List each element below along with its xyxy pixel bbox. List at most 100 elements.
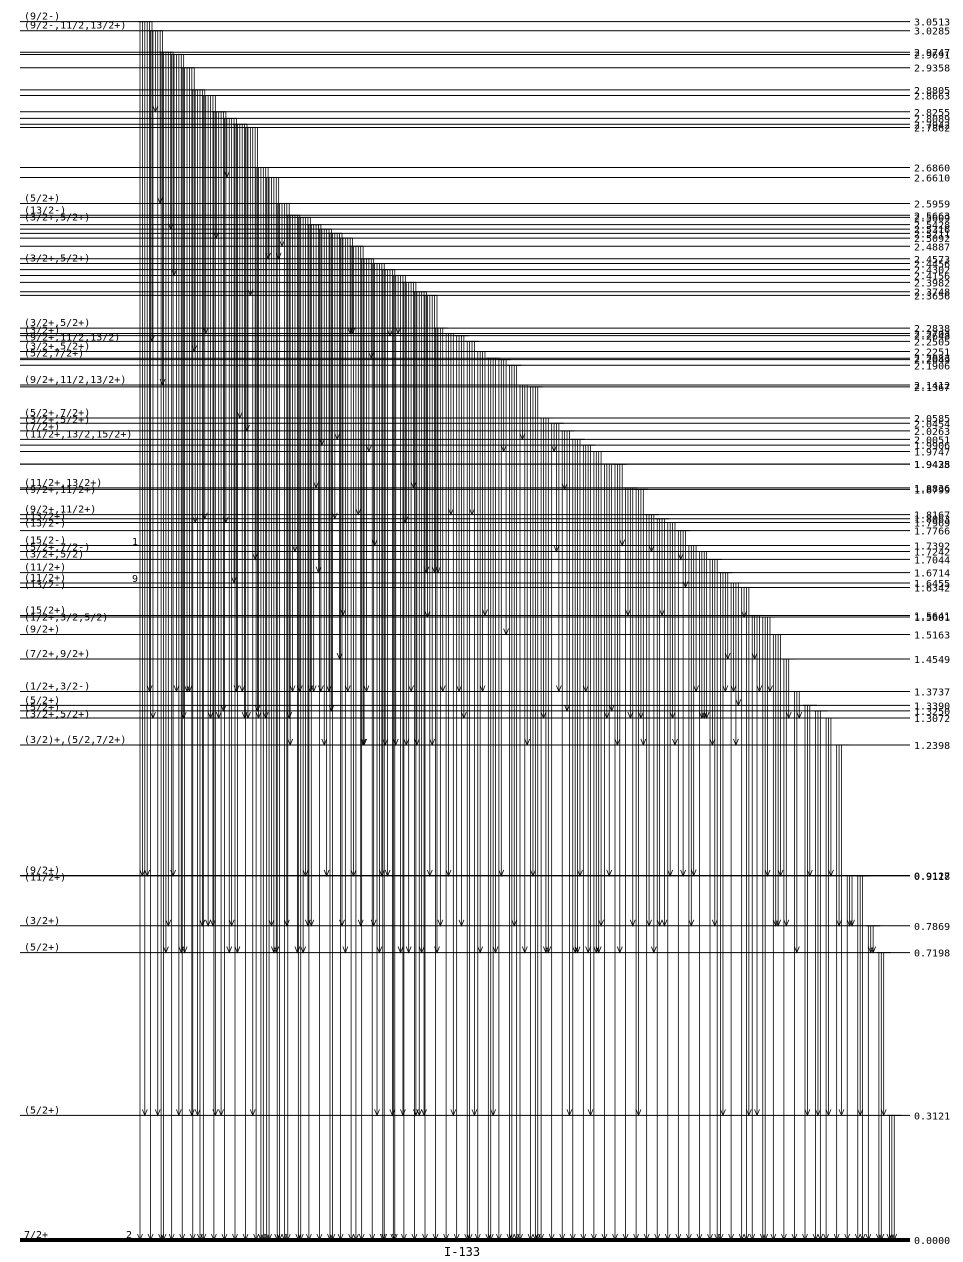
transition-arrowhead xyxy=(401,1233,407,1242)
level-energy-label: 2.3982 xyxy=(914,278,950,289)
transition-arrowhead xyxy=(456,685,462,693)
level-spin-label: (5/2,7/2+) xyxy=(24,349,84,360)
transition-arrowhead xyxy=(783,919,790,927)
transition-arrowhead xyxy=(374,1109,380,1117)
transition-arrowhead xyxy=(656,919,663,927)
transition-arrowhead xyxy=(226,946,233,954)
level-spin-label: (5/2+) xyxy=(24,1105,60,1116)
transition-arrowhead xyxy=(321,738,328,746)
transition-arrowhead xyxy=(410,481,417,489)
transition-arrowhead xyxy=(146,685,153,693)
transition-arrowhead xyxy=(157,197,164,205)
transition-arrowhead xyxy=(378,869,385,877)
transition-arrowhead xyxy=(854,1233,861,1242)
transition-arrowhead xyxy=(453,1233,460,1242)
transition-arrowhead xyxy=(870,946,877,954)
transition-arrowhead xyxy=(857,1109,864,1117)
transition-arrowhead xyxy=(698,711,705,720)
transition-arrowhead xyxy=(437,919,444,927)
energy-levels xyxy=(20,21,910,1242)
transition-arrowhead xyxy=(355,508,362,516)
level-energy-label: 1.5601 xyxy=(914,613,950,624)
transition-arrowhead xyxy=(622,1233,629,1242)
transition-arrowhead xyxy=(686,1233,692,1242)
transition-arrowhead xyxy=(186,685,193,693)
level-spin-label: (15/2-) xyxy=(24,536,66,547)
transition-arrowhead xyxy=(650,946,657,954)
transition-arrowhead xyxy=(524,738,531,746)
level-energy-label: 1.5163 xyxy=(914,631,950,642)
transition-arrowhead xyxy=(659,609,665,617)
transition-arrowhead xyxy=(160,1233,167,1242)
transition-arrowhead xyxy=(555,685,562,693)
transition-arrowhead xyxy=(777,869,784,877)
transition-arrowhead xyxy=(720,1109,726,1117)
level-spin-label: (3/2)+,(5/2,7/2+) xyxy=(24,735,126,746)
transition-arrowhead xyxy=(511,919,518,927)
transition-arrowhead xyxy=(258,1233,264,1242)
transition-arrowhead xyxy=(722,685,729,693)
transition-arrowhead xyxy=(163,946,169,954)
transition-arrowhead xyxy=(543,946,549,954)
transition-arrowhead xyxy=(664,1233,671,1242)
transition-arrowhead xyxy=(424,610,431,619)
level-spin-label: (3/2+) xyxy=(24,916,60,927)
transition-arrowhead xyxy=(796,711,803,720)
level-spin-label: (13/2+) xyxy=(24,512,66,523)
level-labels: 3.0513 (9/2-) 3.0285 (9/2-,11/2,13/2+) 2.974… xyxy=(24,12,950,1247)
transition-arrowhead xyxy=(730,685,737,693)
transition-arrowhead xyxy=(369,1233,376,1242)
level-spin-label: 7/2+ xyxy=(24,1230,48,1241)
level-spin-label: (9/2+) xyxy=(24,625,60,636)
level-spin-label: (5/2+) xyxy=(24,702,60,713)
level-spin-label: (9/2-) xyxy=(24,12,60,23)
transition-arrowhead xyxy=(561,483,568,491)
transition-arrowhead xyxy=(357,919,364,927)
transition-arrowhead xyxy=(643,1233,650,1242)
transition-arrowhead xyxy=(682,581,689,589)
level-energy-label: 1.7044 xyxy=(914,555,950,566)
level-energy-label: 1.7242 xyxy=(914,548,950,559)
transition-arrowhead xyxy=(690,869,697,877)
transition-arrowhead xyxy=(202,327,209,335)
level-energy-label: 1.5641 xyxy=(914,611,950,622)
transition-arrowhead xyxy=(422,1233,428,1242)
transition-arrowhead xyxy=(640,738,647,746)
transition-arrowhead xyxy=(498,869,505,877)
transition-arrowhead xyxy=(302,869,309,877)
transition-arrowhead xyxy=(315,566,322,574)
transition-arrowhead xyxy=(448,508,454,516)
level-energy-label: 2.4573 xyxy=(914,255,950,266)
transition-arrowhead xyxy=(408,685,414,693)
level-spin-label: (13/2-) xyxy=(24,580,66,591)
transition-arrowhead xyxy=(648,545,655,553)
level-spin-label: (7/2+) xyxy=(24,422,60,433)
transition-arrowhead xyxy=(223,171,230,179)
transition-arrowhead xyxy=(595,946,602,954)
transition-arrowhead xyxy=(327,1233,333,1242)
level-energy-label: 2.7862 xyxy=(914,123,950,134)
transition-arrowhead xyxy=(363,685,370,693)
transition-arrowhead xyxy=(762,1233,769,1242)
transition-arrowhead xyxy=(316,1233,323,1242)
annotation-9: 9 xyxy=(132,574,138,585)
transition-arrowhead xyxy=(295,1233,302,1242)
level-spin-label: (5/2+) xyxy=(24,695,60,706)
transition-arrowhead xyxy=(331,512,338,520)
transition-arrowhead xyxy=(348,1233,354,1242)
transition-arrowhead xyxy=(485,1233,492,1242)
transition-arrowhead xyxy=(815,1109,821,1117)
level-energy-label: 3.0513 xyxy=(914,18,950,29)
transition-arrowhead xyxy=(587,1109,594,1117)
transition-arrowhead xyxy=(717,1233,724,1242)
level-spin-label: (11/2+) xyxy=(24,563,66,574)
transition-arrowhead xyxy=(629,919,636,927)
transition-arrowhead xyxy=(443,1233,449,1242)
transition-arrowhead xyxy=(823,1233,829,1242)
level-energy-label: 2.6860 xyxy=(914,163,950,174)
transition-arrowhead xyxy=(580,1233,587,1242)
level-energy-label: 2.2505 xyxy=(914,337,950,348)
level-spin-label: (5/2+) xyxy=(24,943,60,954)
level-energy-label: 1.3737 xyxy=(914,687,950,698)
transition-arrowhead xyxy=(591,1233,597,1242)
